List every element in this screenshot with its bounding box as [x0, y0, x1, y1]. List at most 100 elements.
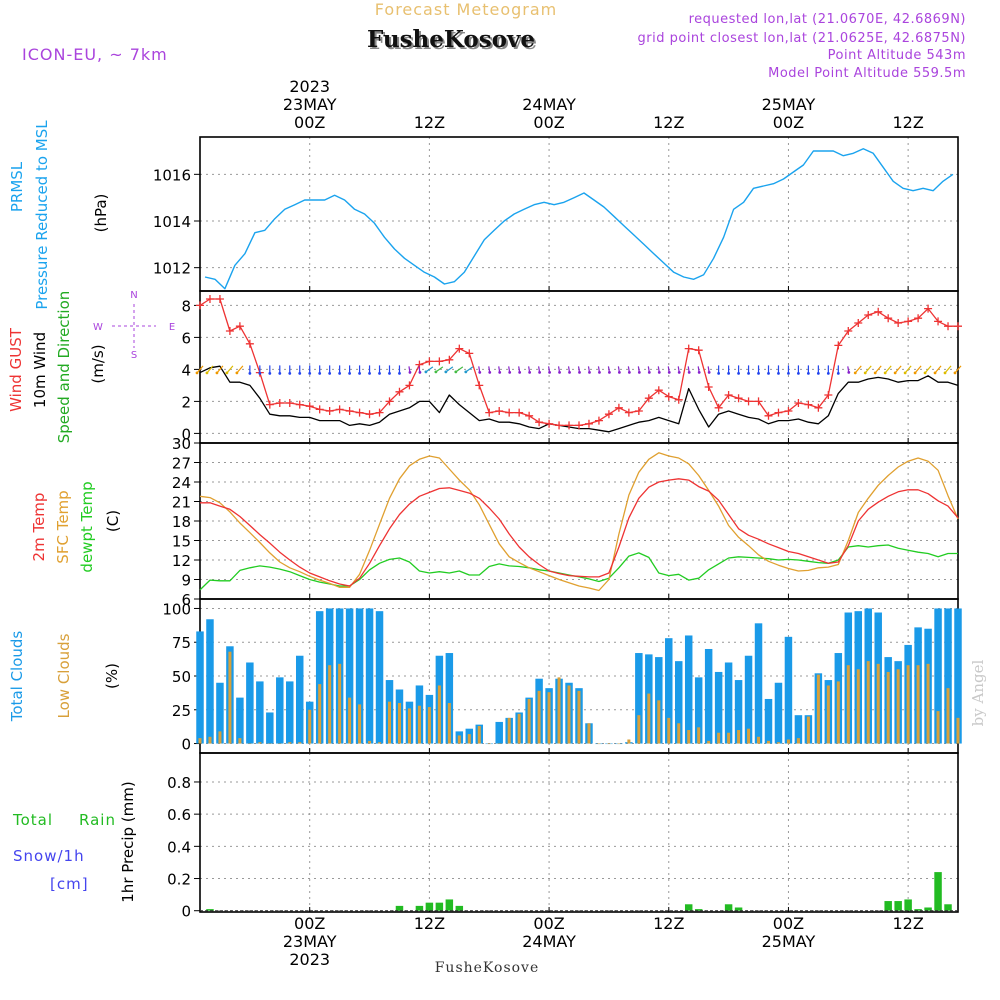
y-tick-label: 30: [172, 435, 191, 453]
wind-direction-arrow: [455, 366, 464, 373]
wind-direction-arrowhead: [657, 371, 661, 374]
top-time-label: 24MAY: [522, 95, 576, 114]
closest-grid-coordinates: grid point closest lon,lat (21.0625E, 42…: [638, 31, 966, 46]
low-cloud-bar: [707, 740, 711, 744]
gust-marker: [934, 317, 943, 326]
y-tick-label: 27: [172, 455, 191, 473]
low-cloud-bar: [467, 734, 471, 744]
wind-direction-arrowhead: [388, 372, 391, 375]
total-cloud-bar: [355, 608, 364, 744]
total-cloud-bar: [724, 662, 733, 744]
gust-marker: [515, 408, 524, 417]
y-tick-label: 0: [181, 736, 191, 754]
wind-direction-arrowhead: [348, 372, 352, 375]
wind-direction-arrow: [196, 365, 204, 374]
total-cloud-bar: [276, 677, 284, 744]
rain-bar: [455, 905, 464, 911]
y-tick-label: 0.8: [167, 774, 191, 792]
gust-marker: [295, 400, 304, 409]
gust-marker: [784, 407, 793, 415]
total-cloud-bar: [196, 631, 204, 744]
top-time-label: 12Z: [653, 113, 684, 132]
low-cloud-bar: [198, 738, 202, 744]
precip-unit-label: 1hr Precip (mm): [119, 781, 137, 902]
low-cloud-bar: [557, 677, 561, 744]
gust-marker: [744, 397, 753, 406]
wind-direction-arrowhead: [677, 371, 681, 374]
low-cloud-bar: [796, 738, 800, 744]
wind-unit-label: (m/s): [89, 344, 107, 383]
wind-direction-arrow: [435, 366, 444, 373]
low-cloud-bar: [248, 743, 252, 745]
wind-direction-arrowhead: [464, 370, 468, 374]
wind-direction-arrowhead: [903, 371, 907, 375]
pressure-label-reduced: Pressure Reduced to MSL: [33, 120, 51, 310]
wind-direction-arrowhead: [478, 371, 482, 374]
wind-direction-arrowhead: [797, 372, 800, 375]
wind-direction-arrowhead: [893, 371, 897, 375]
wind-direction-arrowhead: [248, 372, 252, 375]
total-cloud-bar: [754, 623, 763, 744]
wind-direction-arrowhead: [687, 371, 691, 374]
wind-direction-arrowhead: [627, 371, 631, 374]
low-cloud-bar: [786, 739, 790, 744]
rain-bar: [904, 899, 912, 911]
wind-direction-arrowhead: [408, 371, 412, 374]
total-cloud-bar: [694, 677, 703, 744]
gust-marker: [205, 295, 214, 303]
wind-direction-arrowhead: [338, 372, 342, 375]
wind-direction-arrowhead: [328, 372, 332, 375]
wind-direction-arrowhead: [816, 372, 820, 375]
gust-marker: [894, 319, 903, 327]
gust-marker: [315, 405, 324, 414]
total-cloud-bar: [684, 635, 693, 744]
wind-direction-arrowhead: [368, 372, 371, 375]
model-name: ICON-EU, ~ 7km: [22, 45, 168, 64]
low-cloud-bar: [836, 681, 840, 744]
bottom-time-label: 12Z: [892, 914, 923, 933]
total-cloud-bar: [495, 721, 503, 744]
low-cloud-bar: [657, 700, 661, 744]
low-cloud-bar: [637, 715, 641, 744]
y-tick-label: 0: [181, 903, 191, 921]
low-cloud-bar: [228, 651, 232, 744]
gust-marker: [644, 394, 653, 403]
wind-direction-arrowhead: [637, 371, 641, 374]
total-cloud-bar: [734, 680, 743, 744]
temp-unit-label: (C): [104, 510, 122, 532]
gust-marker: [594, 416, 603, 425]
low-cloud-bar: [577, 690, 581, 744]
low-cloud-bar: [288, 742, 292, 744]
low-cloud-bar: [298, 742, 302, 744]
low-cloud-bar: [597, 743, 601, 745]
total-cloud-bar: [256, 681, 264, 744]
gust-marker: [545, 419, 554, 428]
low-cloud-bar: [587, 723, 591, 744]
low-cloud-bar: [517, 713, 521, 744]
low-cloud-bar: [417, 705, 421, 744]
wind-direction-arrowhead: [558, 371, 561, 374]
gust-marker: [355, 408, 364, 417]
gust-marker: [275, 399, 284, 407]
rain-bar: [924, 907, 932, 911]
wind-direction-arrowhead: [806, 372, 810, 375]
low-cloud-bar: [338, 663, 342, 744]
low-cloud-bar: [537, 690, 541, 744]
total-cloud-bar: [944, 608, 952, 744]
wind-direction-arrowhead: [418, 371, 422, 374]
low-cloud-bar: [647, 693, 651, 744]
wind-direction-arrowhead: [847, 371, 851, 374]
low-cloud-bar: [407, 708, 411, 744]
wind-direction-arrowhead: [288, 372, 292, 375]
bottom-time-label: 12Z: [414, 914, 445, 933]
wind-direction-arrow: [864, 365, 872, 374]
y-tick-label: 18: [172, 513, 191, 531]
wind-direction-arrow: [226, 365, 234, 374]
wind-direction-arrow: [216, 365, 224, 374]
gust-marker: [575, 421, 583, 430]
y-tick-label: 0.6: [167, 806, 191, 824]
rain-bar: [425, 902, 434, 911]
low-cloud-bar: [447, 703, 451, 744]
low-cloud-bar: [457, 735, 461, 744]
low-cloud-bar: [388, 701, 391, 744]
